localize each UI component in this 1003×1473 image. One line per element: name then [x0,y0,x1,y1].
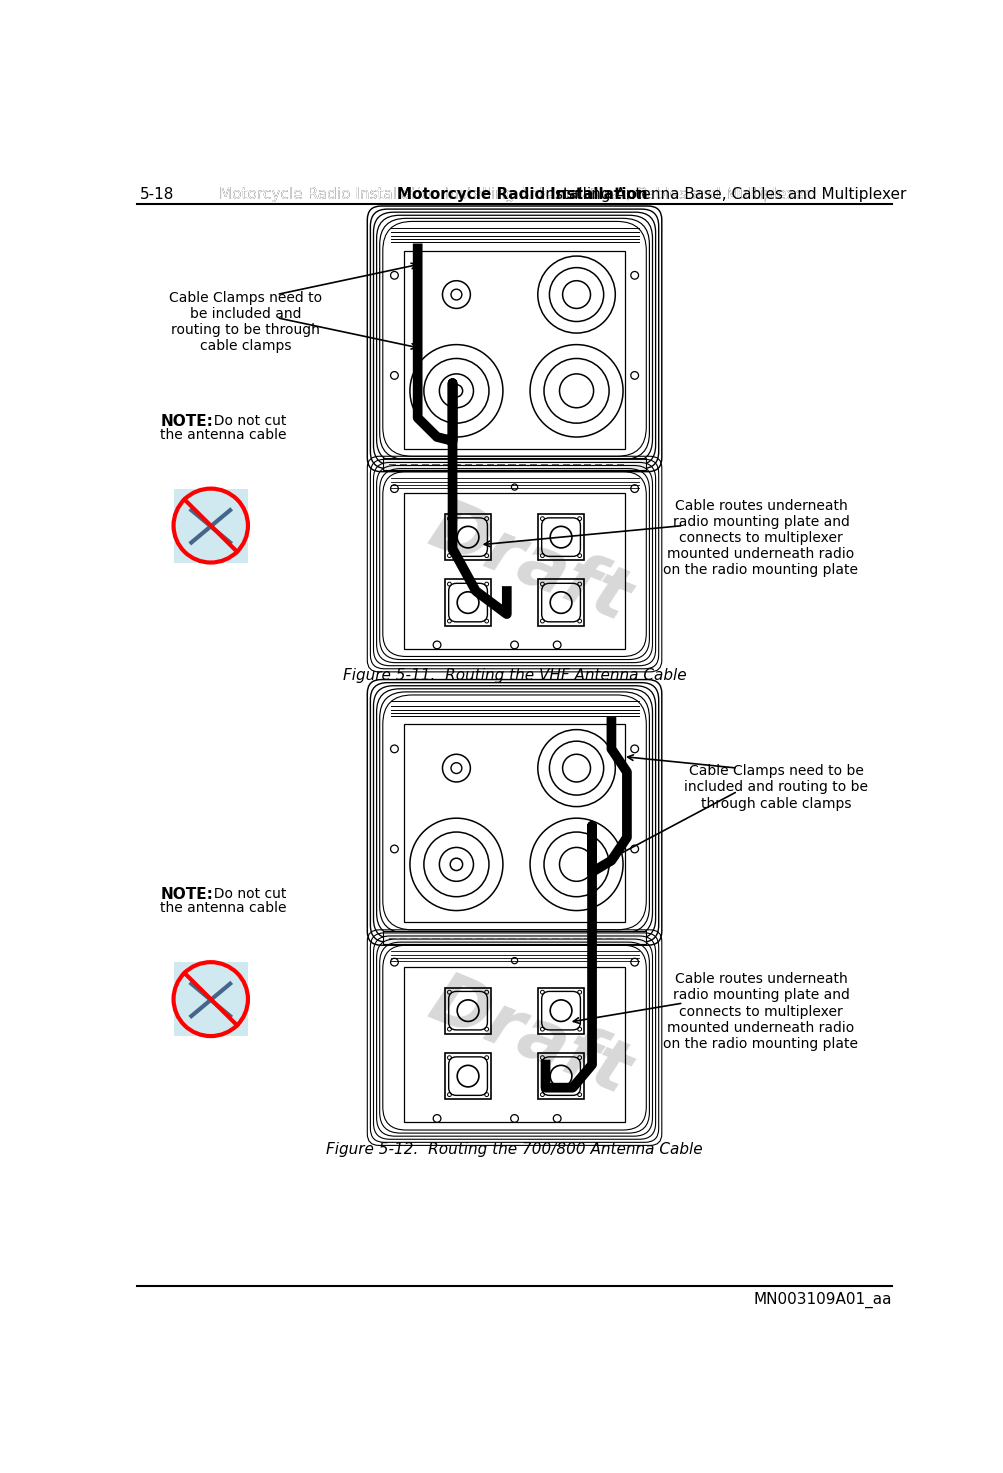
Bar [444,514,490,560]
Text: Motorcycle Radio Installation Installing Antenna Base, Cables and Multiplexer: Motorcycle Radio Installation Installing… [219,187,809,202]
Text: 5-18: 5-18 [139,187,174,202]
Text: Draft: Draft [419,966,640,1109]
Text: Cable Clamps need to
be included and
routing to be through
cable clamps: Cable Clamps need to be included and rou… [169,290,322,354]
Text: the antenna cable: the antenna cable [160,901,287,915]
Text: Do not cut: Do not cut [205,414,286,429]
Text: NOTE:: NOTE: [160,887,213,903]
Text: the antenna cable: the antenna cable [160,427,287,442]
Bar [538,1053,584,1099]
Text: Motorcycle Radio Installation: Motorcycle Radio Installation [396,187,647,202]
Bar [382,931,646,944]
Bar [538,987,584,1034]
Text: Figure 5-11.  Routing the VHF Antenna Cable: Figure 5-11. Routing the VHF Antenna Cab… [342,669,686,683]
Bar [404,493,624,648]
Text: Cable routes underneath
radio mounting plate and
connects to multiplexer
mounted: Cable routes underneath radio mounting p… [663,972,858,1050]
Bar [174,489,248,563]
Bar [404,725,624,922]
Text: MN003109A01_aa: MN003109A01_aa [752,1292,891,1308]
Text: Cable Clamps need to be
included and routing to be
through cable clamps: Cable Clamps need to be included and rou… [684,764,868,810]
Bar [444,579,490,626]
Bar [444,987,490,1034]
Bar [382,458,646,470]
Text: Cable routes underneath
radio mounting plate and
connects to multiplexer
mounted: Cable routes underneath radio mounting p… [663,499,858,577]
Text: Figure 5-12.  Routing the 700/800 Antenna Cable: Figure 5-12. Routing the 700/800 Antenna… [326,1142,702,1156]
Text: Motorcycle Radio Installation Installing Antenna Base, Cables and Multiplexer: Motorcycle Radio Installation Installing… [219,187,809,202]
Text: Draft: Draft [419,492,640,635]
Bar [444,1053,490,1099]
Text: Do not cut: Do not cut [205,887,286,901]
Bar [538,514,584,560]
Bar [538,579,584,626]
Text: NOTE:: NOTE: [160,414,213,429]
Text: Installing Antenna Base, Cables and Multiplexer: Installing Antenna Base, Cables and Mult… [536,187,906,202]
Bar [404,250,624,449]
Bar [404,966,624,1122]
Bar [174,962,248,1036]
